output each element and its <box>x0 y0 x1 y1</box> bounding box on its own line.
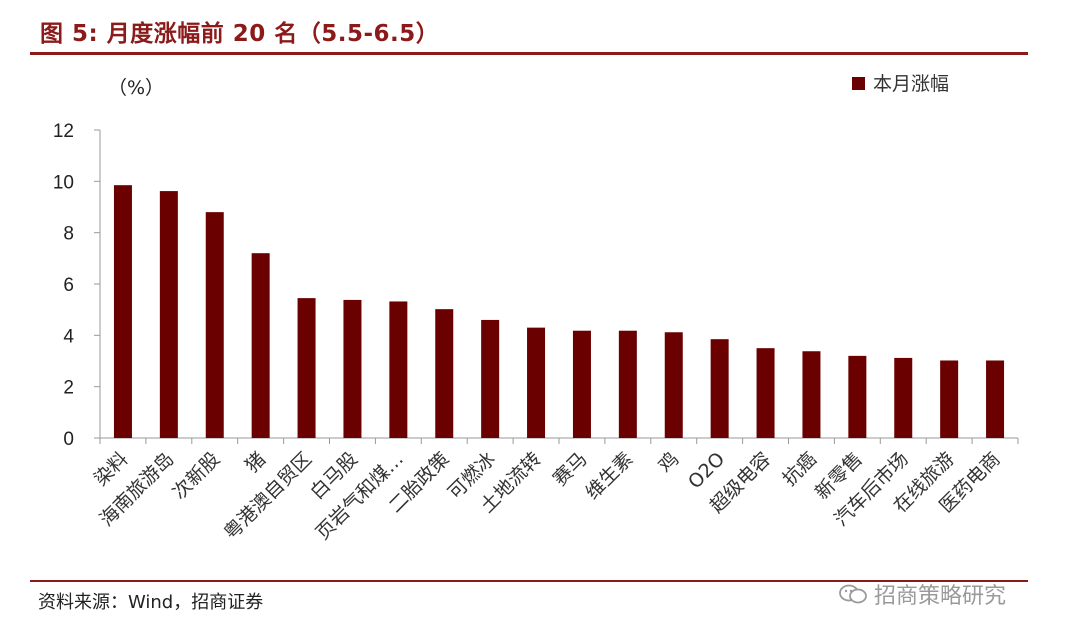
bars <box>113 185 1005 438</box>
y-tick-label: 0 <box>63 429 74 450</box>
bar-次新股 <box>205 212 224 438</box>
footer-divider <box>30 580 1028 582</box>
bar-医药电商 <box>986 360 1005 438</box>
bar-在线旅游 <box>940 360 959 438</box>
y-axis: 0 2 4 6 8 10 12 <box>53 121 101 450</box>
bar-鸡 <box>664 332 683 438</box>
chart-title: 图 5: 月度涨幅前 20 名（5.5-6.5） <box>40 21 440 47</box>
bar-海南旅游岛 <box>159 191 178 438</box>
bar-赛马 <box>572 330 591 438</box>
legend-swatch <box>852 77 865 90</box>
bar-猪 <box>251 253 270 438</box>
y-tick-label: 6 <box>63 275 74 296</box>
y-tick-label: 2 <box>63 378 74 399</box>
bar-染料 <box>113 185 132 438</box>
bar-维生素 <box>618 330 637 438</box>
bar-新零售 <box>848 355 867 438</box>
x-tick-label: 猪 <box>241 448 270 477</box>
x-axis <box>99 437 1019 444</box>
bar-O2O <box>710 339 729 438</box>
y-tick-label: 10 <box>53 172 74 193</box>
bar-粤港澳自贸区 <box>297 298 316 438</box>
y-tick-label: 12 <box>53 121 74 142</box>
bar-抗癌 <box>802 351 821 438</box>
legend-label: 本月涨幅 <box>873 73 949 95</box>
bar-可燃冰 <box>481 319 500 438</box>
watermark-text: 招商策略研究 <box>874 584 1007 609</box>
source-note: 资料来源：Wind，招商证券 <box>38 592 264 613</box>
x-tick-label: 次新股 <box>168 448 224 504</box>
watermark: 招商策略研究 <box>838 578 1006 610</box>
bar-页岩气和煤… <box>389 301 408 438</box>
y-unit-label: （%） <box>108 77 164 99</box>
bar-土地流转 <box>527 327 546 438</box>
bar-二胎政策 <box>435 309 454 438</box>
title-divider <box>30 52 1028 55</box>
x-tick-label: 鸡 <box>654 448 683 477</box>
wechat-icon <box>838 583 868 605</box>
y-tick-label: 8 <box>63 224 74 245</box>
x-tick-label: 维生素 <box>582 448 638 504</box>
legend: 本月涨幅 <box>852 73 949 95</box>
bar-超级电容 <box>756 348 775 438</box>
bar-汽车后市场 <box>894 357 913 438</box>
y-tick-label: 4 <box>63 326 74 347</box>
bar-白马股 <box>343 299 362 438</box>
